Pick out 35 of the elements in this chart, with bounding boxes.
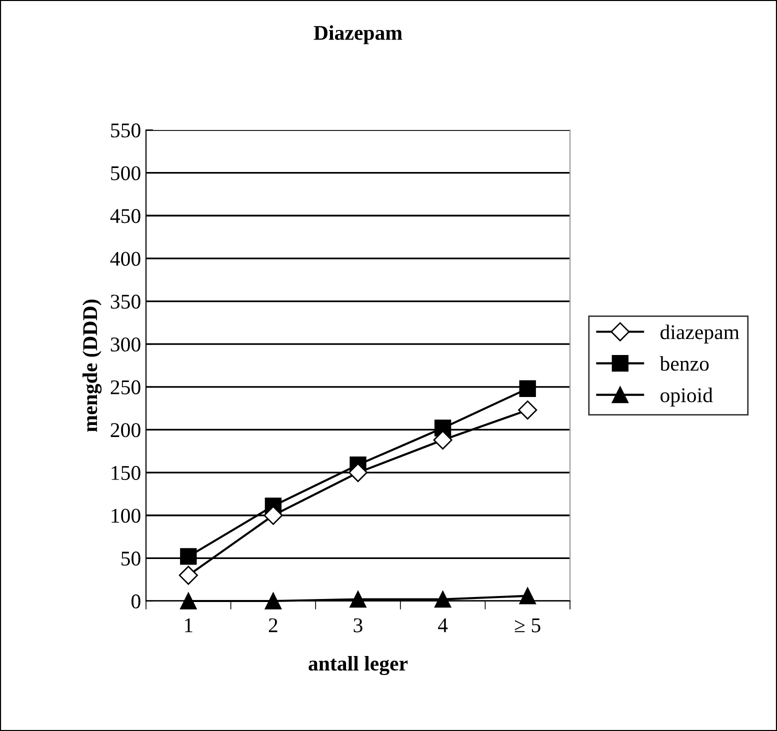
y-tick-label: 400 bbox=[110, 252, 140, 266]
x-tick-label: 4 bbox=[438, 618, 448, 632]
point bbox=[350, 590, 366, 608]
legend-label: diazepam bbox=[660, 324, 740, 344]
point bbox=[519, 588, 536, 604]
point bbox=[178, 566, 198, 585]
y-tick-label: 100 bbox=[112, 508, 140, 523]
y-tick-label: 50 bbox=[122, 552, 140, 566]
y-tick-label: 450 bbox=[110, 209, 140, 224]
x-tick-label: ≥ 5 bbox=[514, 618, 540, 632]
x-tick-label: 3 bbox=[354, 618, 362, 632]
y-tick-label: 550 bbox=[111, 123, 140, 138]
y-tick-label: 150 bbox=[112, 466, 140, 480]
y-tick-label: 0 bbox=[132, 594, 140, 608]
y-tick-label: 250 bbox=[110, 380, 140, 394]
y-tick-label: 200 bbox=[110, 423, 140, 438]
point bbox=[433, 430, 452, 450]
x-tick-label: 1 bbox=[185, 618, 192, 632]
point bbox=[180, 592, 197, 610]
point bbox=[518, 400, 538, 420]
point bbox=[264, 592, 282, 610]
x-tick-label: 2 bbox=[268, 618, 278, 632]
x-axis-title: antall leger bbox=[308, 656, 408, 676]
legend-label: opioid bbox=[660, 388, 713, 407]
point bbox=[180, 548, 197, 565]
legend-label: benzo bbox=[660, 356, 709, 371]
y-tick-label: 350 bbox=[110, 294, 140, 309]
point bbox=[348, 463, 368, 482]
point bbox=[264, 506, 283, 525]
y-tick-label: 300 bbox=[110, 337, 140, 352]
y-axis-title: mengde (DDD) bbox=[82, 300, 102, 432]
chart-title: Diazepam bbox=[314, 25, 402, 44]
y-tick-label: 500 bbox=[111, 166, 140, 180]
point bbox=[519, 380, 536, 397]
point bbox=[434, 590, 452, 608]
